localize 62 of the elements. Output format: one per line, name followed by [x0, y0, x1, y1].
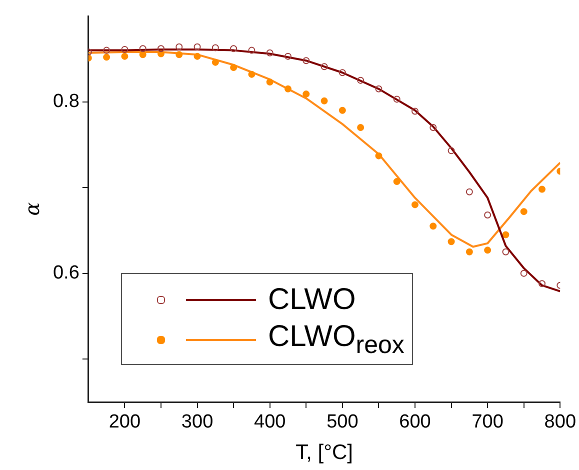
point	[393, 178, 400, 186]
point	[103, 54, 110, 61]
point	[230, 45, 238, 52]
point	[194, 52, 201, 60]
point	[375, 152, 382, 160]
point	[284, 52, 292, 60]
point	[176, 51, 183, 58]
point	[357, 124, 364, 132]
point	[466, 248, 473, 256]
x-tick-label: 600	[399, 412, 431, 433]
point	[520, 208, 528, 216]
point	[375, 85, 382, 92]
y-tick-label: 0.8	[52, 91, 80, 112]
legend-label: CLWO	[268, 283, 356, 317]
point	[103, 46, 110, 54]
point	[338, 106, 346, 114]
point	[176, 43, 183, 50]
point	[320, 63, 328, 70]
x-tick-label: 200	[108, 412, 141, 433]
point	[302, 57, 310, 64]
point	[121, 52, 128, 60]
point	[430, 124, 437, 132]
point	[484, 212, 492, 219]
point	[248, 70, 256, 78]
point	[412, 108, 418, 115]
point	[230, 64, 238, 71]
point	[121, 46, 128, 53]
point	[139, 51, 146, 58]
point	[448, 238, 455, 246]
point	[194, 43, 201, 50]
point	[320, 97, 328, 104]
point	[393, 96, 400, 103]
point	[266, 78, 274, 86]
point	[466, 188, 473, 196]
point	[538, 186, 546, 193]
point	[412, 201, 418, 208]
x-axis-title: T, [°C]	[296, 441, 353, 464]
point	[284, 85, 292, 92]
x-tick-label: 400	[254, 412, 286, 433]
point	[430, 222, 437, 230]
point	[157, 45, 164, 52]
y-axis-title: α	[20, 202, 44, 216]
point	[484, 246, 492, 254]
y-tick-label: 0.6	[52, 262, 80, 284]
point	[502, 248, 510, 256]
point	[139, 45, 146, 52]
point	[502, 231, 510, 238]
x-tick-label: 500	[326, 412, 358, 433]
point	[302, 90, 310, 98]
x-tick-label: 300	[181, 412, 214, 433]
legend-label: CLWO$_{reox}$	[268, 320, 404, 360]
x-tick-label: 800	[544, 412, 576, 433]
point	[520, 270, 528, 277]
point	[266, 49, 274, 56]
point	[248, 46, 256, 54]
point	[212, 58, 219, 66]
point	[212, 44, 219, 52]
x-tick-label: 700	[472, 412, 504, 433]
point	[338, 69, 346, 76]
point	[448, 147, 455, 154]
point	[538, 280, 546, 288]
point	[357, 76, 364, 84]
